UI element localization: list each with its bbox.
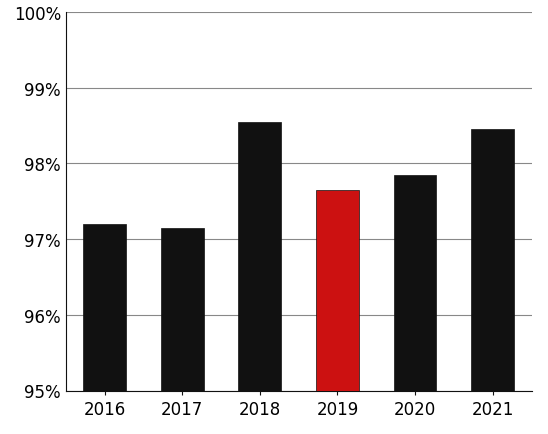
Bar — [316, 191, 359, 391]
Bar — [394, 175, 436, 391]
Bar — [238, 122, 281, 391]
Bar — [83, 224, 126, 391]
Bar — [161, 228, 203, 391]
Bar — [471, 130, 514, 391]
